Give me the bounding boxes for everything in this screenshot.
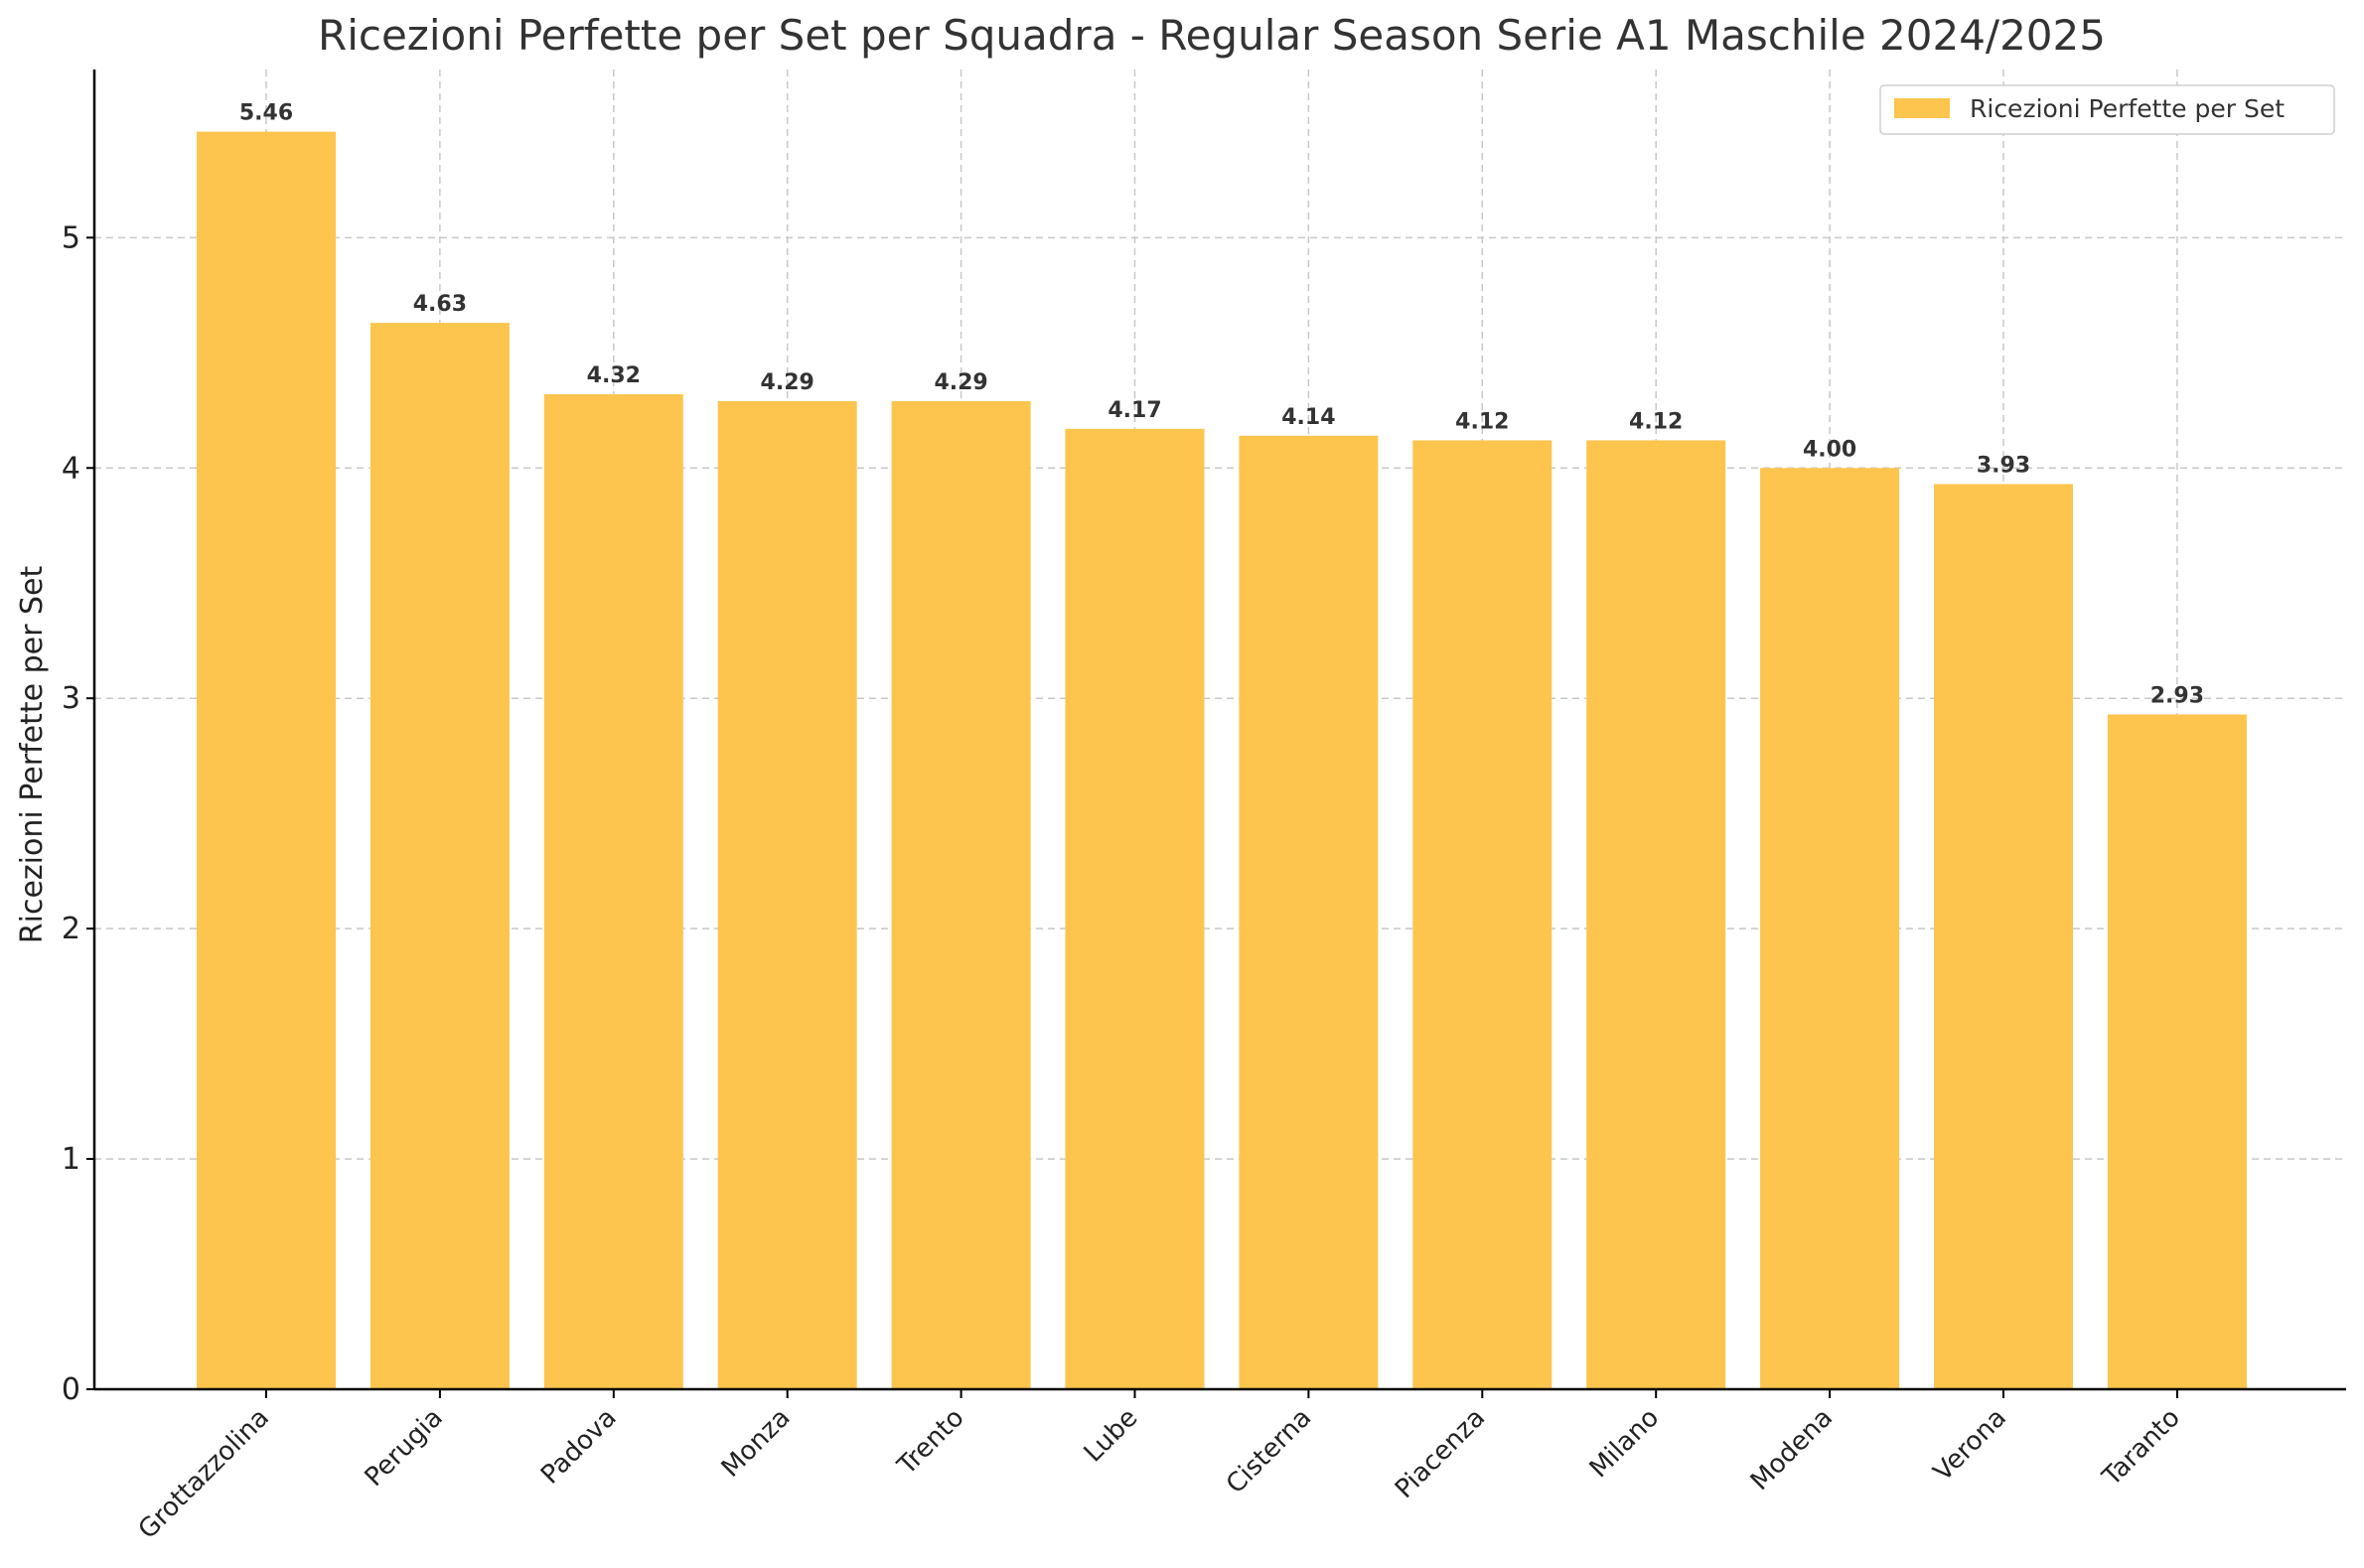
bar: [1412, 440, 1552, 1390]
x-tick-label: Grottazzolina: [133, 1403, 275, 1545]
x-tick-label: Milano: [1584, 1403, 1665, 1484]
x-tick-label: Verona: [1928, 1403, 2012, 1488]
bar: [543, 394, 683, 1390]
y-tick-label: 5: [62, 220, 80, 255]
data-label: 5.46: [239, 101, 293, 126]
y-tick-label: 2: [62, 912, 80, 946]
legend: Ricezioni Perfette per Set: [1879, 84, 2335, 135]
x-tick-labels: Grottazzolina Perugia Padova Monza Trento Lub…: [133, 1403, 2186, 1545]
data-labels: 5.46 4.63 4.32 4.29 4.29 4.17 4.14 4.12 4.12 4.00…: [239, 101, 2204, 709]
data-label: 2.93: [2150, 683, 2204, 708]
data-label: 4.17: [1108, 398, 1161, 423]
legend-label: Ricezioni Perfette per Set: [1970, 94, 2285, 123]
x-tick-label: Padova: [535, 1403, 623, 1491]
x-tick-label: Monza: [716, 1403, 797, 1484]
bar: [1934, 484, 2073, 1389]
legend-swatch: [1894, 98, 1950, 118]
x-tick-label: Taranto: [2097, 1403, 2186, 1493]
data-label: 4.32: [587, 363, 641, 388]
x-tick-label: Cisterna: [1221, 1403, 1317, 1499]
axes: [86, 70, 2346, 1398]
data-label: 4.00: [1803, 437, 1856, 462]
x-tick-label: Lube: [1079, 1403, 1144, 1469]
x-tick-label: Modena: [1745, 1403, 1839, 1497]
bar: [2107, 714, 2247, 1389]
bar: [1239, 435, 1379, 1389]
data-label: 4.12: [1629, 409, 1683, 434]
chart-title: Ricezioni Perfette per Set per Squadra -…: [318, 11, 2106, 60]
y-tick-label: 3: [62, 681, 80, 716]
x-tick-label: Trento: [892, 1403, 970, 1482]
data-label: 4.12: [1455, 409, 1509, 434]
bars: [197, 131, 2247, 1390]
y-tick-labels: 0 1 2 3 4 5: [62, 220, 80, 1407]
x-tick-label: Piacenza: [1390, 1403, 1491, 1504]
bar: [891, 400, 1031, 1390]
data-label: 4.29: [761, 370, 814, 395]
y-tick-label: 1: [62, 1142, 80, 1177]
bar: [717, 400, 857, 1390]
legend-frame: [1879, 84, 2335, 135]
bar: [369, 323, 510, 1390]
bar: [197, 131, 336, 1389]
data-label: 4.14: [1281, 405, 1335, 430]
x-tick-label: Perugia: [360, 1403, 449, 1493]
bar: [1065, 428, 1205, 1389]
data-label: 4.63: [413, 292, 467, 317]
y-tick-label: 0: [62, 1372, 80, 1407]
bar: [1760, 468, 1900, 1389]
y-axis-label: Ricezioni Perfette per Set: [15, 566, 50, 944]
data-label: 3.93: [1977, 453, 2030, 478]
y-tick-label: 4: [62, 451, 80, 486]
data-label: 4.29: [934, 370, 987, 395]
bar: [1586, 440, 1726, 1390]
